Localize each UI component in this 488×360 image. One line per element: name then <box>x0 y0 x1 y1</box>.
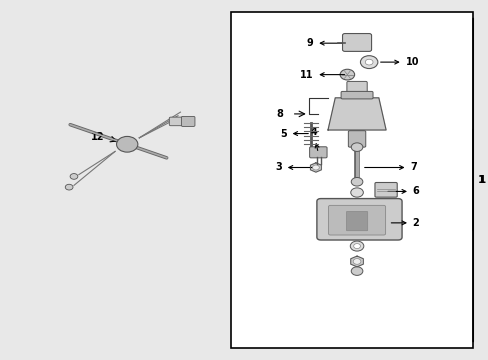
Text: 5: 5 <box>280 129 307 139</box>
Text: 7: 7 <box>364 162 416 172</box>
FancyBboxPatch shape <box>347 131 365 147</box>
Circle shape <box>365 59 372 65</box>
Text: 4: 4 <box>309 127 318 150</box>
Text: 6: 6 <box>387 186 419 197</box>
Circle shape <box>350 177 362 186</box>
FancyBboxPatch shape <box>309 147 326 158</box>
Text: 1: 1 <box>478 175 485 185</box>
Polygon shape <box>310 163 321 172</box>
Text: 9: 9 <box>306 38 342 48</box>
Polygon shape <box>327 98 386 130</box>
Text: 12: 12 <box>91 132 105 142</box>
FancyBboxPatch shape <box>374 183 396 197</box>
FancyBboxPatch shape <box>181 116 195 126</box>
Text: 1: 1 <box>477 175 484 185</box>
FancyBboxPatch shape <box>328 205 385 235</box>
Circle shape <box>65 184 73 190</box>
Circle shape <box>353 244 360 249</box>
Text: 3: 3 <box>275 162 312 172</box>
Circle shape <box>352 258 360 264</box>
Circle shape <box>116 136 138 152</box>
FancyBboxPatch shape <box>342 33 371 51</box>
Text: 8: 8 <box>276 109 283 119</box>
Circle shape <box>350 143 362 152</box>
Circle shape <box>312 165 319 170</box>
Circle shape <box>350 267 362 275</box>
Circle shape <box>70 174 78 179</box>
Polygon shape <box>350 256 363 267</box>
FancyBboxPatch shape <box>169 117 184 126</box>
Circle shape <box>349 241 363 251</box>
FancyBboxPatch shape <box>346 81 366 94</box>
Circle shape <box>340 69 354 80</box>
Text: 2: 2 <box>390 218 419 228</box>
FancyBboxPatch shape <box>346 211 367 231</box>
FancyBboxPatch shape <box>341 91 372 99</box>
Text: 10: 10 <box>380 57 418 67</box>
Bar <box>231 12 472 348</box>
Text: 11: 11 <box>300 69 344 80</box>
Circle shape <box>360 56 377 68</box>
Circle shape <box>350 188 363 197</box>
FancyBboxPatch shape <box>316 199 401 240</box>
